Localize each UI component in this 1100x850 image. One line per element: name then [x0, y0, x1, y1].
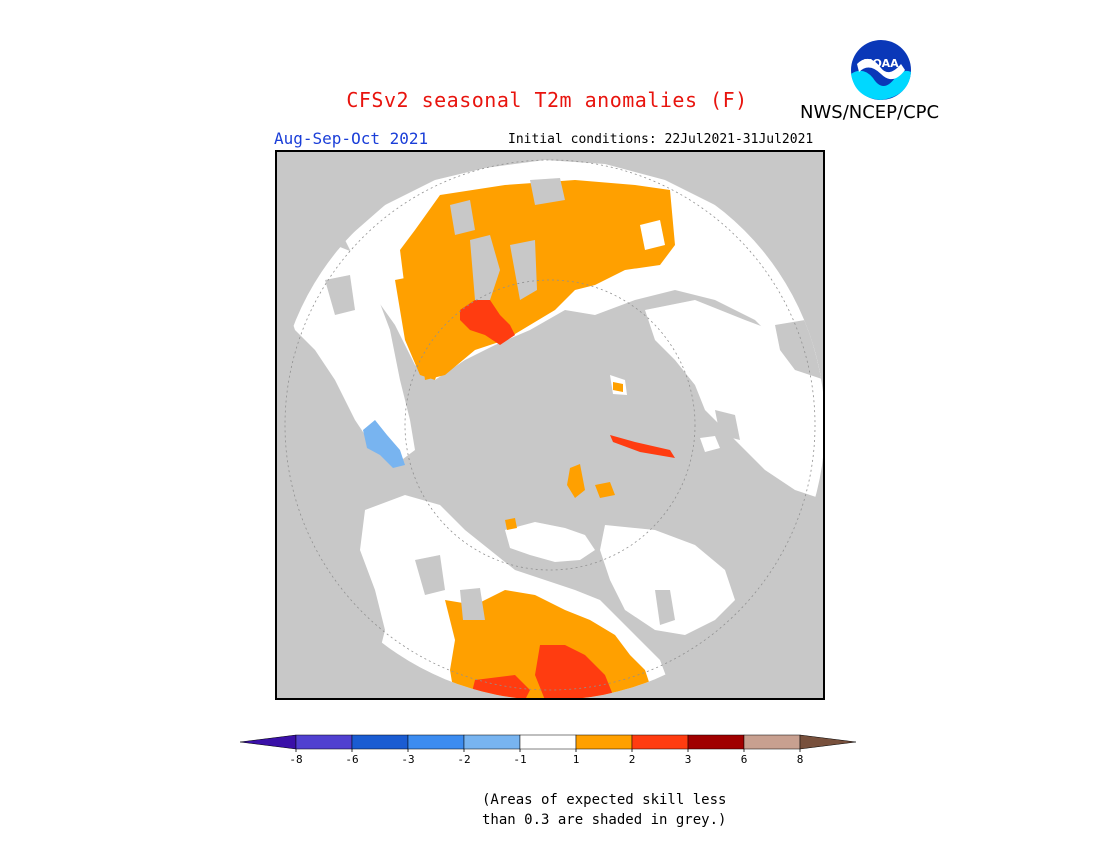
colorbar-bin: [743, 734, 801, 750]
region-eurasia-white-gap: [640, 220, 665, 250]
skill-note-line-2: than 0.3 are shaded in grey.): [482, 812, 727, 828]
colorbar-bin: [631, 734, 689, 750]
map-disk: [275, 150, 825, 700]
region-alaska-below-normal: [363, 420, 405, 468]
colorbar-bin: [407, 734, 465, 750]
colorbar-tick-label: -8: [289, 753, 302, 766]
colorbar: -8 -6 -3 -2 -1 1 2 3 6 8: [239, 734, 857, 766]
colorbar-bin: [687, 734, 745, 750]
season-label: Aug-Sep-Oct 2021: [274, 129, 429, 148]
initial-conditions-label: Initial conditions: 22Jul2021-31Jul2021: [508, 132, 814, 147]
colorbar-bin: [463, 734, 521, 750]
colorbar-bin: [351, 734, 409, 750]
region-arctic-islands-above-normal: [505, 464, 615, 530]
colorbar-tick-label: -1: [513, 753, 526, 766]
skill-note-line-1: (Areas of expected skill less: [482, 792, 727, 808]
low-skill-north-america: [415, 555, 485, 620]
colorbar-tick-label: 3: [685, 753, 692, 766]
colorbar-tick-label: 8: [797, 753, 804, 766]
colorbar-bin: [519, 734, 577, 750]
low-skill-europe: [715, 320, 825, 440]
colorbar-bin: [295, 734, 353, 750]
region-siberia-much-above: [460, 300, 515, 345]
agency-label: NWS/NCEP/CPC: [800, 102, 940, 123]
land-iceland-white: [700, 436, 720, 452]
colorbar-arrow-low: [239, 734, 297, 750]
colorbar-tick-label: 1: [573, 753, 580, 766]
colorbar-tick-label: 2: [629, 753, 636, 766]
colorbar-arrow-high: [799, 734, 857, 750]
region-alaska-above-normal: [395, 275, 445, 380]
map-title: CFSv2 seasonal T2m anomalies (F): [346, 88, 748, 112]
colorbar-tick-label: -6: [345, 753, 358, 766]
land-alaska-white: [285, 245, 415, 465]
colorbar-tick-label: 6: [741, 753, 748, 766]
latitude-circle: [404, 279, 696, 571]
land-greenland-white: [600, 525, 735, 635]
land-arctic-islands-white: [505, 522, 595, 562]
latitude-circle-outer: [284, 159, 816, 691]
noaa-logo-text: NOAA: [863, 57, 899, 70]
low-skill-greenland: [655, 590, 675, 625]
colorbar-tick-label: -2: [457, 753, 470, 766]
region-novaya-above-normal: [613, 382, 623, 392]
low-skill-eurasia: [450, 178, 565, 300]
low-skill-alaska: [325, 275, 355, 315]
polar-map: [275, 150, 825, 700]
colorbar-tick-label: -3: [401, 753, 414, 766]
colorbar-bin: [575, 734, 633, 750]
noaa-logo-icon: NOAA: [849, 38, 913, 106]
region-svalbard-above-normal: [610, 435, 675, 458]
map-frame: [275, 150, 825, 700]
